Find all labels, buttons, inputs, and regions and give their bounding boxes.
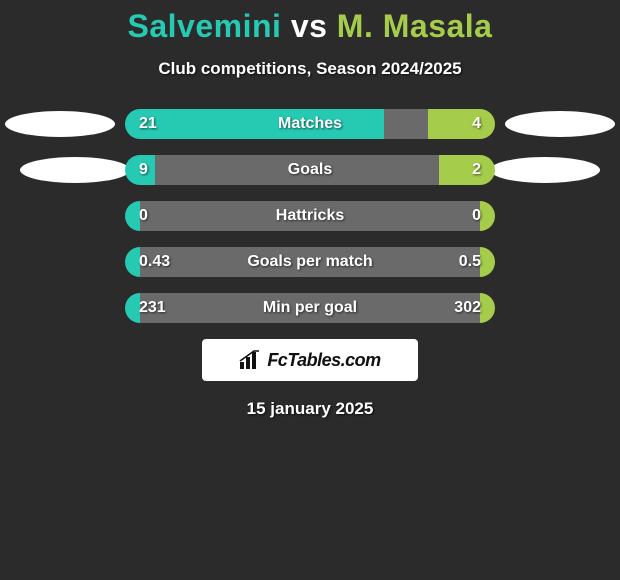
bar-segment-player2 [480,201,495,231]
stat-value-player1: 9 [139,161,148,179]
player2-ellipse [490,157,600,183]
stat-label: Goals [288,161,332,179]
stat-row: 21 Matches 4 [0,109,620,139]
title-vs: vs [291,8,328,44]
stat-value-player1: 0 [139,207,148,225]
page-title: Salvemini vs M. Masala [0,8,620,45]
stat-label: Hattricks [276,207,344,225]
stat-row: 0 Hattricks 0 [0,201,620,231]
stat-row: 231 Min per goal 302 [0,293,620,323]
stat-rows: 21 Matches 4 9 Goals 2 0 Hattricks 0 0.43 Goals pe… [0,109,620,323]
stat-value-player1: 0.43 [139,253,170,271]
stat-row: 9 Goals 2 [0,155,620,185]
bar-chart-icon [239,350,261,370]
stat-value-player1: 231 [139,299,166,317]
bar-segment-player2 [480,247,495,277]
stat-value-player1: 21 [139,115,157,133]
stat-row: 0.43 Goals per match 0.5 [0,247,620,277]
title-player2: M. Masala [337,8,493,44]
stat-value-player2: 2 [472,161,481,179]
stat-label: Min per goal [263,299,357,317]
bar-segment-player1 [125,247,140,277]
bar-segment-player2 [480,293,495,323]
comparison-card: Salvemini vs M. Masala Club competitions… [0,0,620,419]
date-label: 15 january 2025 [0,399,620,419]
stat-bar: 0.43 Goals per match 0.5 [125,247,495,277]
bar-segment-neutral [384,109,428,139]
stat-value-player2: 0.5 [459,253,481,271]
stat-bar: 21 Matches 4 [125,109,495,139]
stat-label: Matches [278,115,342,133]
bar-segment-player1 [125,201,140,231]
branding-badge: FcTables.com [202,339,418,381]
stat-bar: 0 Hattricks 0 [125,201,495,231]
stat-value-player2: 0 [472,207,481,225]
branding-text: FcTables.com [267,350,380,371]
stat-value-player2: 302 [454,299,481,317]
subtitle: Club competitions, Season 2024/2025 [0,59,620,79]
player1-ellipse [20,157,130,183]
stat-bar: 231 Min per goal 302 [125,293,495,323]
bar-segment-player1 [125,293,140,323]
bar-segment-player2 [439,155,495,185]
player1-ellipse [5,111,115,137]
player2-ellipse [505,111,615,137]
bar-segment-player2 [428,109,495,139]
stat-label: Goals per match [247,253,372,271]
stat-bar: 9 Goals 2 [125,155,495,185]
title-player1: Salvemini [128,8,282,44]
bar-segment-player1 [125,109,384,139]
stat-value-player2: 4 [472,115,481,133]
